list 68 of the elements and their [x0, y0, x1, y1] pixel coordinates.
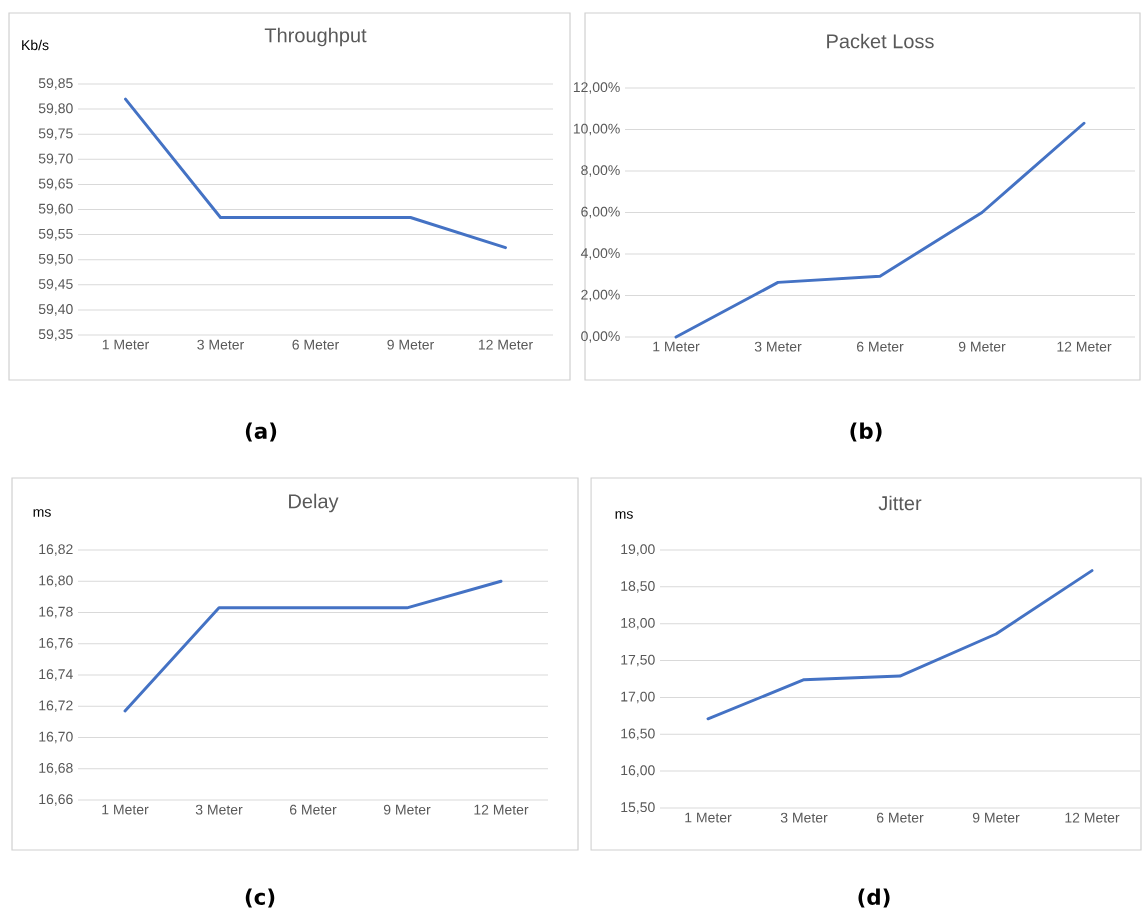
y-tick-label: 18,00: [621, 617, 655, 630]
y-tick-label: 59,45: [38, 279, 73, 291]
x-tick-label: 1 Meter: [653, 341, 700, 352]
x-tick-label: 12 Meter: [474, 804, 529, 815]
y-tick-label: 17,00: [621, 691, 655, 704]
y-tick-label: 16,68: [39, 762, 73, 775]
y-tick-label: 2,00%: [581, 289, 620, 302]
y-tick-label: 15,50: [621, 802, 655, 814]
y-tick-label: 59,55: [38, 228, 73, 241]
chart-title: Jitter: [878, 495, 922, 511]
chart-title: Throughput: [264, 27, 367, 47]
chart-title: Delay: [289, 493, 339, 513]
y-tick-label: 16,70: [39, 731, 73, 744]
text: (c): [245, 888, 275, 908]
chart-title: Packet Loss: [827, 33, 934, 49]
text: (b): [850, 422, 882, 442]
y-tick-label: 16,50: [621, 728, 655, 741]
y-axis-title: Kb/s: [22, 39, 49, 51]
y-axis-title: ms: [33, 509, 51, 517]
y-tick-label: 16,72: [39, 700, 73, 713]
y-tick-label: 0,00%: [581, 331, 620, 343]
x-tick-label: 1 Meter: [102, 339, 149, 350]
x-tick-label: 6 Meter: [856, 341, 904, 352]
x-tick-label: 1 Meter: [102, 804, 149, 815]
y-tick-label: 59,70: [38, 153, 73, 166]
x-tick-label: 1 Meter: [685, 812, 732, 823]
x-tick-label: 9 Meter: [387, 339, 434, 350]
x-tick-label: 12 Meter: [1065, 812, 1120, 823]
text: (a): [245, 422, 277, 442]
x-tick-label: 3 Meter: [754, 341, 802, 352]
y-tick-label: 59,65: [38, 178, 73, 191]
x-tick-label: 6 Meter: [292, 339, 339, 350]
y-tick-label: 59,80: [38, 103, 73, 115]
x-tick-label: 9 Meter: [958, 341, 1006, 352]
x-tick-label: 9 Meter: [383, 804, 431, 815]
y-tick-label: 16,66: [39, 794, 73, 806]
x-tick-label: 3 Meter: [197, 339, 244, 350]
y-tick-label: 8,00%: [581, 165, 620, 177]
y-tick-label: 59,60: [38, 203, 73, 216]
y-tick-label: 18,50: [621, 581, 655, 593]
y-tick-label: 59,40: [38, 304, 73, 316]
x-tick-label: 3 Meter: [780, 812, 828, 823]
y-tick-label: 16,78: [39, 606, 73, 619]
line-series: [674, 121, 1086, 339]
y-tick-label: 10,00%: [573, 123, 620, 136]
x-tick-label: 3 Meter: [195, 804, 243, 815]
y-tick-label: 6,00%: [581, 206, 620, 219]
y-axis-title: ms: [615, 511, 633, 519]
y-tick-label: 12,00%: [573, 82, 620, 94]
y-tick-label: 16,82: [39, 544, 73, 556]
x-tick-label: 6 Meter: [289, 804, 337, 815]
y-tick-label: 59,35: [38, 329, 73, 341]
y-tick-label: 59,75: [38, 128, 73, 140]
y-tick-label: 16,80: [39, 575, 73, 588]
x-tick-label: 12 Meter: [478, 339, 533, 350]
x-tick-label: 9 Meter: [972, 812, 1020, 823]
y-tick-label: 59,85: [38, 78, 73, 90]
y-tick-label: 59,50: [38, 253, 73, 266]
y-tick-label: 16,00: [621, 765, 655, 777]
x-tick-label: 12 Meter: [1057, 341, 1112, 352]
x-tick-label: 6 Meter: [876, 812, 924, 823]
text: (d): [858, 888, 890, 908]
y-tick-label: 19,00: [621, 544, 655, 556]
line-series: [706, 569, 1094, 721]
y-tick-label: 4,00%: [580, 248, 620, 260]
y-tick-label: 16,74: [39, 669, 73, 681]
y-tick-label: 17,50: [621, 654, 655, 667]
y-tick-label: 16,76: [39, 637, 73, 650]
